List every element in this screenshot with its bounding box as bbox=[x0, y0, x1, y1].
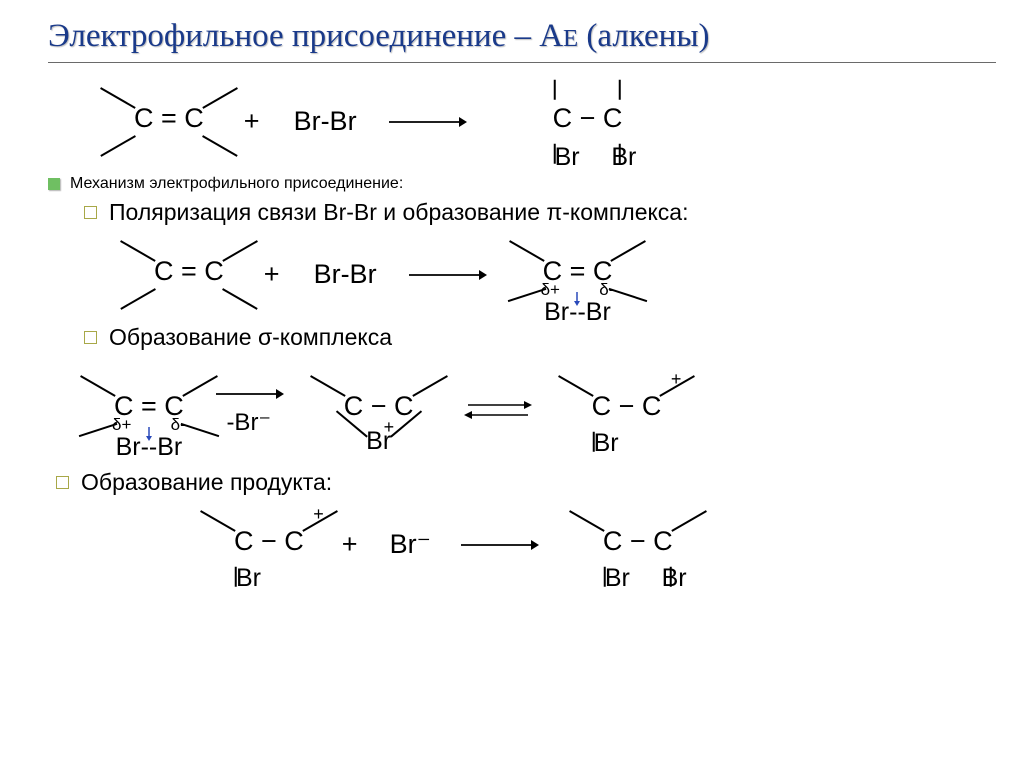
step1-heading: Поляризация связи Br-Br и образование π-… bbox=[84, 199, 996, 226]
bromonium-ion: С − С Br + bbox=[338, 371, 420, 448]
step1-br2: Br-Br bbox=[314, 259, 377, 290]
bond-line bbox=[620, 80, 622, 100]
br-br-label: Br--Br bbox=[116, 433, 183, 462]
reaction-arrow bbox=[387, 110, 467, 134]
reaction-arrow bbox=[407, 263, 487, 287]
delta-plus: δ+ bbox=[541, 280, 560, 300]
bond-line bbox=[120, 241, 155, 262]
plus-sign: + bbox=[260, 259, 284, 290]
reactant-br2: Br-Br bbox=[294, 106, 357, 137]
bond-line bbox=[558, 376, 593, 397]
plus-charge: + bbox=[313, 504, 324, 525]
product-dibromide: С − С Br Br bbox=[547, 83, 629, 160]
final-product: С − С Br Br bbox=[597, 506, 679, 583]
step2-row: С = С δ+ δ- Br--Br -Br⁻ С − С Br + bbox=[98, 355, 996, 465]
carbon-label: С − С bbox=[592, 391, 662, 421]
br-label: Br bbox=[605, 564, 630, 593]
bond-line bbox=[611, 241, 646, 262]
br-label: Br bbox=[611, 143, 636, 172]
plus-charge: + bbox=[384, 417, 395, 438]
title-underline: Электрофильное присоединение – АE (алкен… bbox=[48, 18, 996, 63]
step3-heading-text: Образование продукта: bbox=[81, 469, 332, 496]
bond-line bbox=[80, 376, 115, 397]
bullet-outline-square-icon bbox=[56, 476, 69, 489]
delta-minus: δ- bbox=[599, 280, 614, 300]
bond-line bbox=[100, 88, 135, 109]
bond-line bbox=[609, 288, 648, 302]
bond-line bbox=[569, 511, 604, 532]
plus-sign: + bbox=[338, 529, 362, 560]
bond-line bbox=[671, 511, 706, 532]
title-tail: (алкены) bbox=[578, 18, 709, 54]
reaction-arrow bbox=[459, 533, 539, 557]
bond-line bbox=[509, 241, 544, 262]
step2-heading: Образование σ-комплекса bbox=[84, 324, 996, 351]
step1-heading-text: Поляризация связи Br-Br и образование π-… bbox=[109, 199, 689, 226]
leaving-br-minus: -Br⁻ bbox=[226, 408, 271, 437]
bond-line bbox=[120, 288, 155, 309]
plus-charge: + bbox=[671, 369, 682, 390]
down-arrow-icon bbox=[145, 417, 153, 431]
bullet-square-icon bbox=[48, 178, 60, 190]
bullet-outline-square-icon bbox=[84, 331, 97, 344]
step2-pi-complex: С = С δ+ δ- Br--Br bbox=[108, 371, 190, 448]
carbon-label: С − С bbox=[553, 103, 623, 133]
carbon-label: С − С bbox=[344, 391, 414, 421]
delta-plus: δ+ bbox=[112, 415, 131, 435]
br-label: Br bbox=[594, 429, 619, 458]
down-arrow-icon bbox=[573, 282, 581, 296]
step1-alkene: С = С bbox=[148, 236, 230, 313]
bond-line bbox=[412, 376, 447, 397]
bond-line bbox=[200, 511, 235, 532]
step2-arrow-group: -Br⁻ bbox=[214, 382, 284, 437]
step1-row: С = С + Br-Br С = С δ+ δ- Br--Br bbox=[98, 230, 996, 320]
step2-heading-text: Образование σ-комплекса bbox=[109, 324, 392, 351]
open-carbocation: С − С + Br bbox=[586, 371, 668, 448]
pi-complex: С = С δ+ δ- Br--Br bbox=[537, 236, 619, 313]
br-label: Br bbox=[555, 143, 580, 172]
bond-line bbox=[222, 241, 257, 262]
br-label: Br bbox=[236, 564, 261, 593]
bond-line bbox=[554, 80, 556, 100]
title-main: Электрофильное присоединение – А bbox=[48, 18, 563, 54]
br-label: Br bbox=[662, 564, 687, 593]
mechanism-heading-text: Механизм электрофильного присоединение: bbox=[70, 175, 403, 193]
carbon-label: С = С bbox=[134, 103, 204, 133]
mechanism-heading: Механизм электрофильного присоединение: bbox=[48, 175, 996, 193]
bromide-anion: Br⁻ bbox=[390, 529, 431, 560]
step3-heading: Образование продукта: bbox=[56, 469, 996, 496]
reactant-alkene: С = С bbox=[128, 83, 210, 160]
plus-sign: + bbox=[240, 106, 264, 137]
bullet-outline-square-icon bbox=[84, 206, 97, 219]
slide-title: Электрофильное присоединение – АE (алкен… bbox=[48, 18, 996, 56]
delta-minus: δ- bbox=[171, 415, 186, 435]
bond-line bbox=[182, 376, 217, 397]
bond-line bbox=[100, 135, 135, 156]
carbon-label: С − С bbox=[234, 526, 304, 556]
bond-line bbox=[202, 88, 237, 109]
bond-line bbox=[222, 288, 257, 309]
reaction-arrow bbox=[214, 382, 284, 406]
bond-line bbox=[310, 376, 345, 397]
carbocation: С − С + Br bbox=[228, 506, 310, 583]
bond-line bbox=[202, 135, 237, 156]
slide: Электрофильное присоединение – АE (алкен… bbox=[0, 0, 1024, 767]
overall-reaction-row: С = С + Br-Br С − С Br Br bbox=[98, 77, 996, 167]
carbon-label: С − С bbox=[603, 526, 673, 556]
carbon-label: С = С bbox=[154, 256, 224, 286]
step3-row: С − С + Br + Br⁻ С − С Br Br bbox=[228, 500, 996, 590]
equilibrium-arrow-icon bbox=[464, 391, 532, 429]
title-sub: E bbox=[563, 25, 578, 52]
br-br-label: Br--Br bbox=[544, 298, 611, 327]
